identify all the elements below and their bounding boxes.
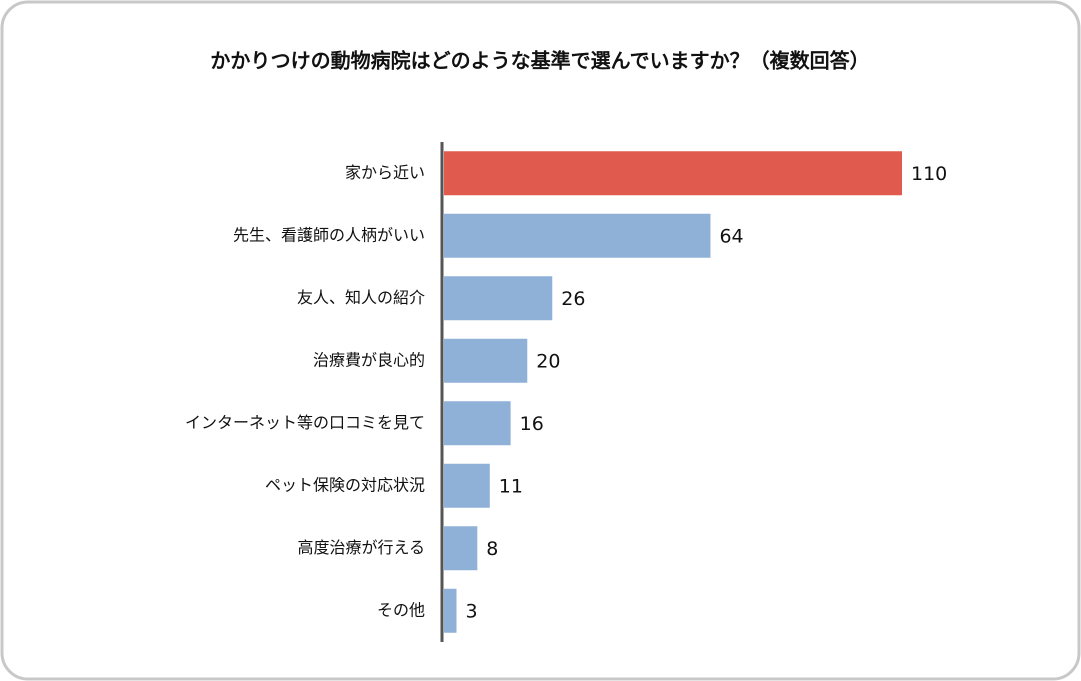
value-label: 16 — [520, 413, 544, 435]
y-tick-label: インターネット等の口コミを見て — [185, 413, 425, 432]
bar — [444, 588, 457, 633]
y-tick-label: 友人、知人の紹介 — [297, 288, 425, 307]
bar — [444, 151, 902, 196]
y-tick-label: 治療費が良心的 — [313, 350, 425, 369]
y-tick-label: その他 — [377, 600, 425, 619]
value-label: 8 — [486, 538, 498, 560]
value-label: 20 — [536, 350, 560, 372]
bar — [444, 213, 711, 258]
bar — [444, 276, 553, 321]
value-label: 3 — [465, 600, 477, 622]
value-label: 26 — [561, 288, 585, 310]
y-tick-label: ペット保険の対応状況 — [265, 475, 425, 494]
bar — [444, 338, 528, 383]
value-label: 110 — [911, 163, 947, 185]
bar — [444, 463, 490, 508]
chart-title: かかりつけの動物病院はどのような基準で選んでいますか？（複数回答） — [210, 49, 869, 73]
bar — [444, 401, 511, 446]
value-label: 11 — [499, 475, 523, 497]
y-tick-label: 高度治療が行える — [297, 538, 425, 557]
y-tick-label: 先生、看護師の人柄がいい — [233, 225, 425, 244]
bar — [444, 526, 478, 571]
y-tick-label: 家から近い — [345, 163, 425, 182]
value-label: 64 — [719, 225, 743, 247]
